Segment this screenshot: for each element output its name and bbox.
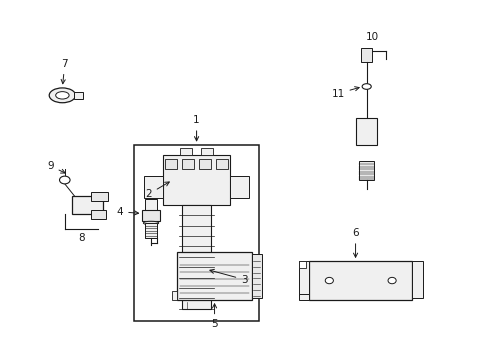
Ellipse shape bbox=[325, 277, 333, 284]
Bar bbox=[355, 118, 376, 145]
Bar bbox=[298, 294, 308, 300]
Ellipse shape bbox=[60, 176, 70, 184]
Bar bbox=[298, 261, 308, 294]
Bar bbox=[358, 161, 374, 180]
Bar bbox=[72, 196, 103, 213]
Text: 9: 9 bbox=[47, 161, 65, 173]
Text: 11: 11 bbox=[331, 87, 358, 99]
Text: 3: 3 bbox=[209, 269, 247, 285]
Ellipse shape bbox=[49, 88, 76, 103]
Bar bbox=[182, 205, 210, 309]
Bar bbox=[142, 210, 160, 221]
Bar bbox=[91, 210, 105, 219]
Text: 2: 2 bbox=[145, 182, 169, 199]
Bar bbox=[143, 176, 163, 198]
Bar bbox=[74, 92, 83, 99]
Bar bbox=[251, 254, 262, 298]
Bar bbox=[163, 155, 230, 205]
Text: 4: 4 bbox=[116, 207, 138, 217]
Ellipse shape bbox=[143, 221, 159, 225]
Bar bbox=[182, 159, 194, 170]
Text: 6: 6 bbox=[351, 228, 358, 257]
Bar bbox=[180, 148, 191, 155]
Bar bbox=[360, 48, 372, 62]
Bar bbox=[199, 159, 210, 170]
Ellipse shape bbox=[387, 277, 395, 284]
Bar bbox=[411, 261, 422, 298]
Text: 8: 8 bbox=[78, 233, 85, 243]
Text: 7: 7 bbox=[61, 59, 68, 84]
Bar bbox=[298, 261, 305, 268]
Ellipse shape bbox=[362, 84, 370, 89]
Bar bbox=[215, 159, 227, 170]
Bar bbox=[177, 252, 251, 300]
Bar bbox=[145, 199, 157, 210]
Bar bbox=[144, 223, 157, 238]
Text: 5: 5 bbox=[211, 304, 218, 329]
Bar bbox=[134, 145, 258, 321]
Bar bbox=[91, 192, 108, 201]
Bar bbox=[230, 176, 249, 198]
Bar bbox=[308, 261, 411, 300]
Bar bbox=[165, 159, 177, 170]
Text: 1: 1 bbox=[193, 115, 200, 141]
Ellipse shape bbox=[56, 92, 69, 99]
Bar bbox=[201, 148, 213, 155]
Bar bbox=[171, 291, 177, 300]
Text: 10: 10 bbox=[365, 32, 378, 42]
